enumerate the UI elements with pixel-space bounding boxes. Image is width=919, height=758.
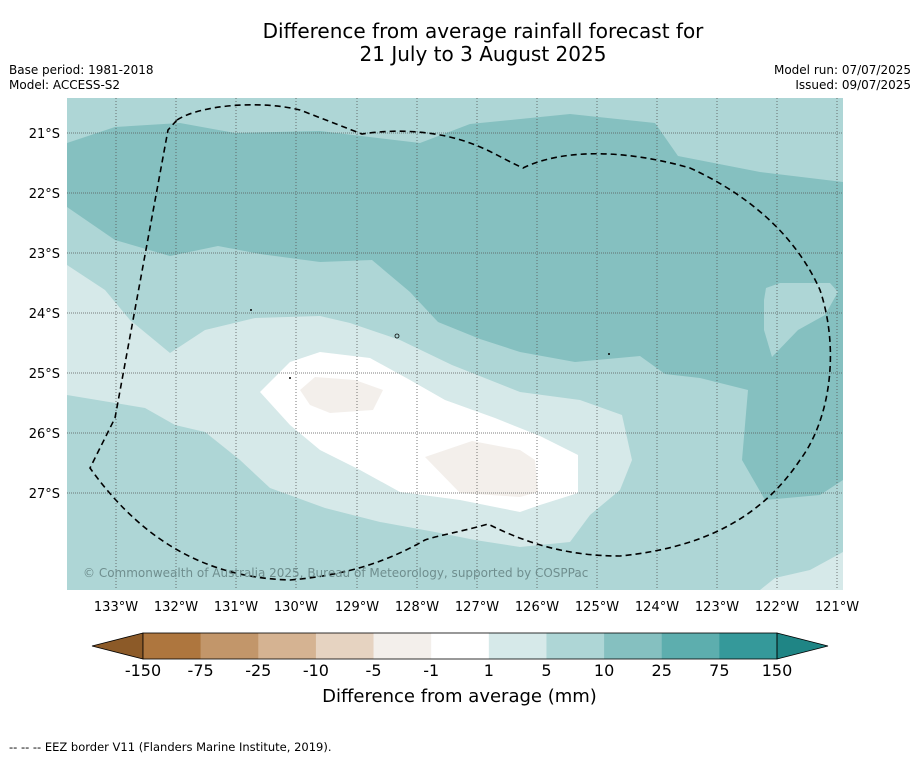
colorbar-tick-label: -10 bbox=[302, 661, 329, 680]
colorbar-bin bbox=[546, 633, 605, 659]
colorbar-tick-label: 10 bbox=[593, 661, 615, 680]
colorbar-bin bbox=[661, 633, 720, 659]
base-period: Base period: 1981-2018 bbox=[9, 63, 154, 77]
colorbar-tick-label: 5 bbox=[541, 661, 552, 680]
colorbar bbox=[91, 632, 829, 660]
fill-neg5to1-a bbox=[300, 377, 383, 413]
lon-label-125: 125°W bbox=[575, 600, 619, 615]
colorbar-tick-label: -150 bbox=[124, 661, 162, 680]
fill-10-25-north bbox=[67, 114, 843, 500]
lon-label-130: 130°W bbox=[274, 600, 318, 615]
colorbar-title: Difference from average (mm) bbox=[322, 686, 597, 707]
colorbar-bin bbox=[143, 633, 201, 659]
colorbar-tick-label: 1 bbox=[483, 661, 494, 680]
lat-label-26: 26°S bbox=[29, 427, 60, 442]
meta-left: Base period: 1981-2018 Model: ACCESS-S2 bbox=[9, 63, 154, 93]
lon-label-131: 131°W bbox=[214, 600, 258, 615]
island-d bbox=[608, 353, 610, 355]
colorbar-extend-high bbox=[776, 632, 829, 660]
lon-label-126: 126°W bbox=[515, 600, 559, 615]
colorbar-tick-label: 75 bbox=[709, 661, 730, 680]
lon-label-133: 133°W bbox=[94, 600, 138, 615]
colorbar-bin bbox=[488, 633, 547, 659]
grid-lines bbox=[67, 98, 843, 590]
map-area bbox=[67, 98, 843, 590]
lon-labels: 133°W 132°W 131°W 130°W 129°W 128°W 127°… bbox=[94, 600, 859, 615]
model-name: Model: ACCESS-S2 bbox=[9, 78, 121, 92]
chart-title-line1: Difference from average rainfall forecas… bbox=[262, 19, 704, 43]
colorbar-outline bbox=[142, 632, 778, 660]
eez-legend-note: -- -- -- EEZ border V11 (Flanders Marine… bbox=[9, 740, 332, 754]
lon-label-124: 124°W bbox=[635, 600, 679, 615]
fill-neg5to1-b bbox=[425, 441, 538, 497]
lon-label-132: 132°W bbox=[154, 600, 198, 615]
colorbar-tick-label: 25 bbox=[651, 661, 672, 680]
lon-label-127: 127°W bbox=[455, 600, 499, 615]
colorbar-bin bbox=[200, 633, 259, 659]
colorbar-extend-low bbox=[91, 632, 144, 660]
island-a bbox=[250, 309, 252, 311]
colorbar-tick-label: -1 bbox=[423, 661, 440, 680]
fill-1-5-se bbox=[760, 552, 843, 590]
colorbar-bin bbox=[258, 633, 317, 659]
lat-label-22: 22°S bbox=[29, 187, 60, 202]
colorbar-tick-label: -5 bbox=[365, 661, 382, 680]
model-run: Model run: 07/07/2025 bbox=[773, 63, 911, 77]
meta-right: Model run: 07/07/2025 Issued: 09/07/2025 bbox=[774, 63, 911, 93]
lon-label-122: 122°W bbox=[755, 600, 799, 615]
lat-labels: 21°S 22°S 23°S 24°S 25°S 26°S 27°S bbox=[29, 127, 60, 502]
colorbar-bin bbox=[604, 633, 663, 659]
issued-date: Issued: 09/07/2025 bbox=[795, 78, 911, 92]
lon-label-121: 121°W bbox=[815, 600, 859, 615]
colorbar-bin bbox=[315, 633, 374, 659]
lon-label-123: 123°W bbox=[695, 600, 739, 615]
lat-label-23: 23°S bbox=[29, 247, 60, 262]
lat-label-24: 24°S bbox=[29, 307, 60, 322]
colorbar-tick-label: -75 bbox=[187, 661, 214, 680]
colorbar-tick-label: -25 bbox=[245, 661, 272, 680]
colorbar-bin bbox=[373, 633, 432, 659]
fill-5-10-pocket bbox=[764, 283, 838, 357]
colorbar-bin bbox=[431, 633, 490, 659]
colorbar-tick-label: 150 bbox=[761, 661, 793, 680]
island-c bbox=[289, 377, 291, 379]
island-b bbox=[394, 333, 400, 339]
colorbar-bin bbox=[719, 633, 778, 659]
lat-label-27: 27°S bbox=[29, 487, 60, 502]
eez-border bbox=[89, 104, 832, 581]
lat-label-25: 25°S bbox=[29, 367, 60, 382]
lat-label-21: 21°S bbox=[29, 127, 60, 142]
map-copyright: © Commonwealth of Australia 2025, Bureau… bbox=[83, 566, 588, 580]
chart-title-line2: 21 July to 3 August 2025 bbox=[359, 42, 607, 66]
lon-label-129: 129°W bbox=[335, 600, 379, 615]
lon-label-128: 128°W bbox=[395, 600, 439, 615]
